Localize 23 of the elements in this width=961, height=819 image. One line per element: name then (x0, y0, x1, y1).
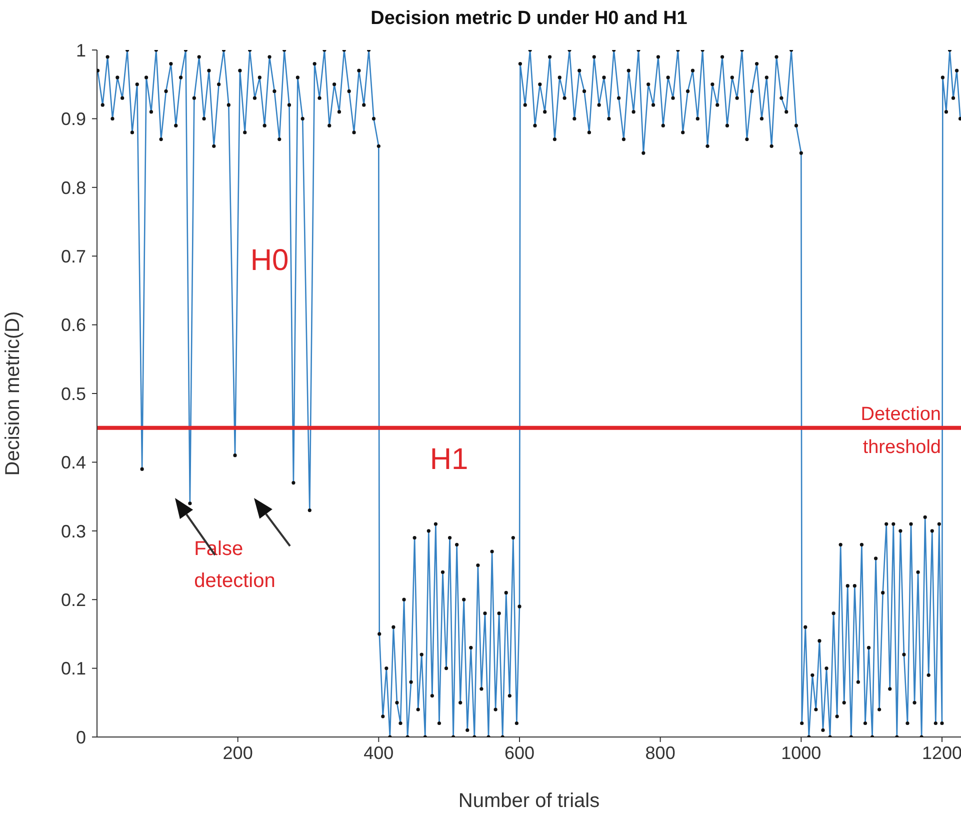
y-tick-label: 0.1 (60, 658, 86, 679)
x-tick-label: 600 (504, 742, 535, 763)
y-tick-label: 0.9 (60, 109, 86, 130)
y-tick-label: 0.2 (60, 590, 86, 610)
ref-line-label: Detection threshold (860, 404, 941, 458)
y-tick-label: 0.5 (60, 384, 86, 404)
y-tick-label: 1 (76, 40, 86, 60)
annotation: H1 (430, 443, 468, 476)
x-tick-label: 200 (222, 742, 253, 763)
y-tick-label: 0.7 (60, 246, 86, 266)
x-axis-title: Number of trials (458, 790, 600, 812)
annotation: H0 (250, 244, 289, 277)
y-axis-title: Decision metric(D) (2, 311, 24, 476)
x-tick-label: 400 (364, 742, 394, 763)
x-tick-label: 1000 (781, 742, 822, 763)
y-tick-label: 0.3 (60, 521, 86, 542)
y-tick-label: 0.6 (60, 315, 86, 336)
y-tick-label: 0.4 (60, 452, 86, 473)
y-tick-label: 0 (76, 727, 86, 748)
y-tick-label: 0.8 (60, 178, 86, 198)
x-tick-label: 800 (645, 742, 676, 763)
chart-title: Decision metric D under H0 and H1 (370, 8, 688, 30)
x-tick-label: 1200 (922, 742, 961, 763)
